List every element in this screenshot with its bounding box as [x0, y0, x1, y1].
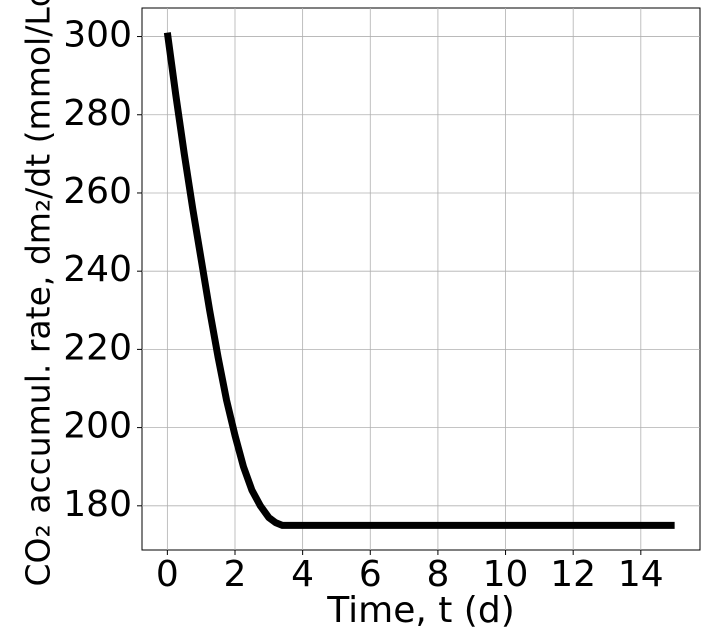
x-tick-label: 0	[156, 554, 179, 595]
data-line	[163, 32, 675, 529]
y-tick-label: 220	[63, 327, 132, 368]
y-tick-label: 180	[63, 484, 132, 525]
y-tick-label: 260	[63, 171, 132, 212]
y-tick-label: 280	[63, 93, 132, 134]
x-tick-label: 8	[426, 554, 449, 595]
x-axis-label: Time, t (d)	[326, 590, 515, 631]
y-axis-label: CO₂ accumul. rate, dm₂/dt (mmol/Ld)	[19, 0, 58, 587]
plot-frame	[141, 7, 701, 551]
x-tick-label: 2	[224, 554, 247, 595]
x-tick-label: 10	[483, 554, 529, 595]
x-tick-label: 4	[291, 554, 314, 595]
y-tick-label: 200	[63, 406, 132, 447]
y-tick-label: 300	[63, 15, 132, 56]
x-tick-label: 14	[618, 554, 664, 595]
x-tick-label: 12	[550, 554, 596, 595]
x-tick-label: 6	[359, 554, 382, 595]
y-tick-label: 240	[63, 249, 132, 290]
